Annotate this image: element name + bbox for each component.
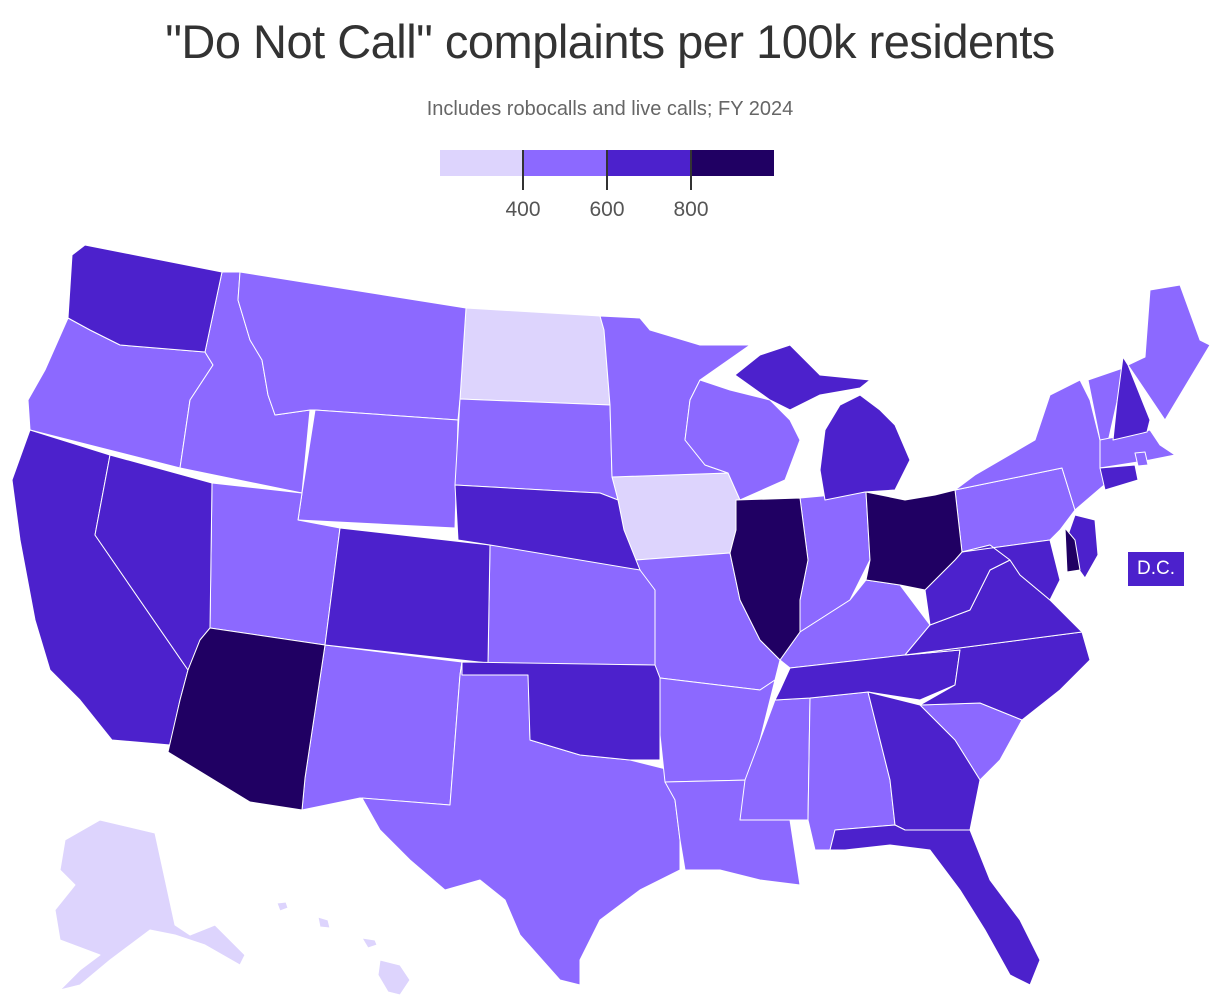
legend-tick	[606, 150, 608, 190]
state-delaware[interactable]	[1064, 527, 1081, 573]
state-new-mexico[interactable]	[301, 644, 463, 811]
state-michigan-lower[interactable]	[819, 394, 911, 501]
color-legend: 400 600 800	[440, 150, 774, 221]
state-hawaii-oahu[interactable]	[317, 916, 331, 929]
state-hawaii-maui[interactable]	[361, 937, 378, 949]
bin-400-600	[27, 271, 1211, 986]
state-north-carolina[interactable]	[904, 631, 1091, 721]
legend-tick-label: 400	[505, 198, 541, 221]
dc-label: D.C.	[1128, 552, 1184, 586]
state-maine[interactable]	[1127, 284, 1211, 421]
state-wyoming[interactable]	[297, 409, 459, 529]
state-arizona[interactable]	[167, 627, 326, 811]
state-florida[interactable]	[829, 824, 1041, 986]
legend-swatch-800-plus	[690, 150, 774, 176]
state-hawaii[interactable]	[377, 959, 411, 996]
legend-tick	[522, 150, 524, 190]
state-hawaii-kauai[interactable]	[276, 901, 289, 912]
state-montana[interactable]	[237, 271, 467, 421]
us-states-map	[11, 244, 1211, 996]
state-nebraska[interactable]	[454, 484, 641, 571]
state-connecticut[interactable]	[1099, 464, 1139, 491]
state-vermont[interactable]	[1087, 367, 1124, 443]
state-south-dakota[interactable]	[454, 398, 619, 501]
state-illinois[interactable]	[729, 497, 809, 661]
legend-tick-label: 800	[673, 198, 709, 221]
legend-swatch-600-800	[607, 150, 691, 176]
state-colorado[interactable]	[324, 527, 491, 664]
state-michigan-upper[interactable]	[734, 344, 871, 411]
chart-subtitle: Includes robocalls and live calls; FY 20…	[426, 98, 794, 120]
state-rhode-island[interactable]	[1134, 451, 1149, 467]
state-iowa[interactable]	[611, 472, 749, 561]
legend-swatch-under-400	[440, 150, 524, 176]
state-ohio[interactable]	[865, 489, 963, 591]
state-maryland[interactable]	[961, 539, 1061, 601]
legend-swatch-400-600	[523, 150, 607, 176]
state-washington[interactable]	[67, 244, 223, 353]
state-new-hampshire[interactable]	[1112, 356, 1151, 441]
state-wisconsin[interactable]	[684, 379, 801, 501]
state-oklahoma[interactable]	[461, 661, 661, 761]
state-alaska[interactable]	[54, 819, 246, 991]
legend-tick-label: 600	[589, 198, 625, 221]
legend-tick	[690, 150, 692, 190]
state-north-dakota[interactable]	[459, 307, 611, 406]
bin-600-800	[11, 244, 1151, 986]
bin-800-plus	[167, 489, 1081, 811]
chart-title: "Do Not Call" complaints per 100k reside…	[165, 15, 1055, 68]
